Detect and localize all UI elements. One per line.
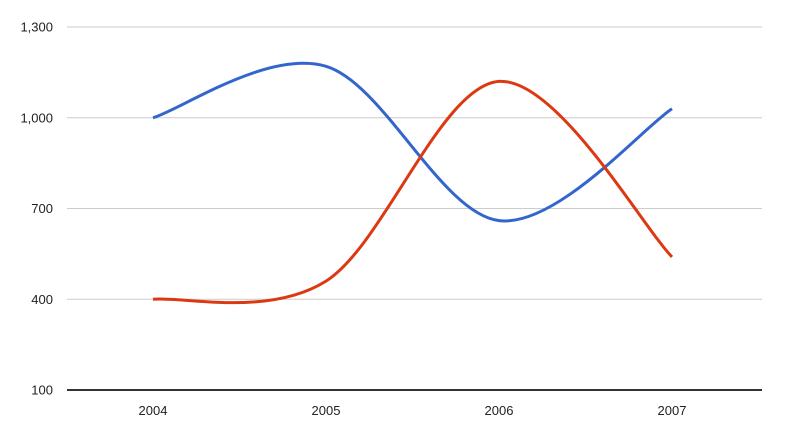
- x-axis-tick-label: 2006: [485, 403, 514, 418]
- x-axis-tick-label: 2007: [658, 403, 687, 418]
- x-axis-tick-label: 2005: [312, 403, 341, 418]
- y-axis-tick-label: 400: [31, 292, 53, 307]
- y-axis-tick-label: 1,300: [20, 20, 53, 35]
- y-axis-tick-label: 1,000: [20, 110, 53, 125]
- series-line-red-orange: [152, 79, 674, 305]
- x-axis-tick-label: 2004: [139, 403, 168, 418]
- series-line-blue: [152, 61, 673, 223]
- y-axis-tick-label: 700: [31, 201, 53, 216]
- y-axis-tick-label: 100: [31, 383, 53, 398]
